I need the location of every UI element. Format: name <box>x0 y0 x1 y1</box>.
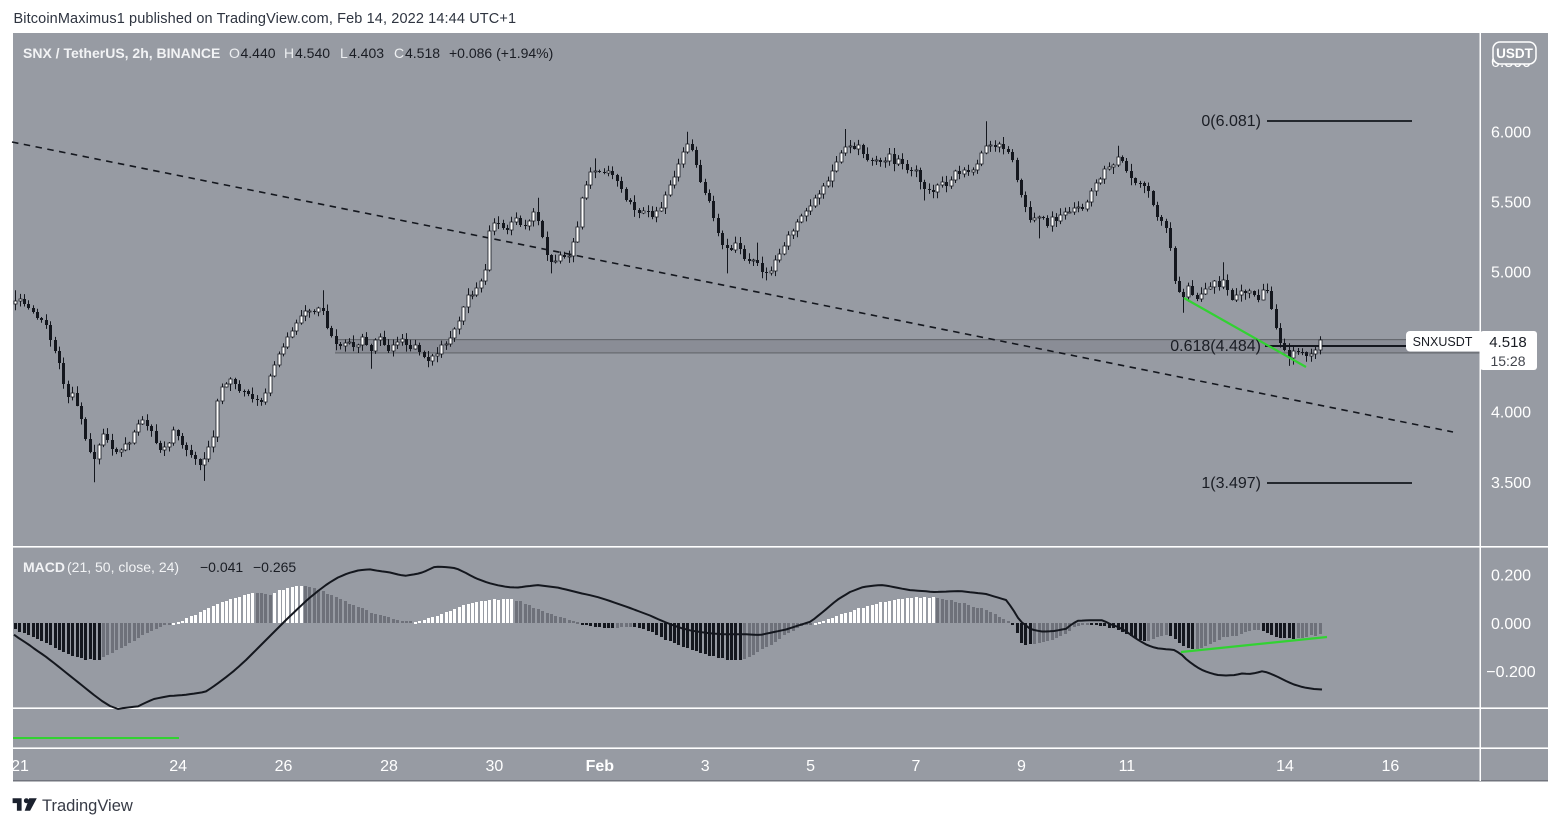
svg-text:SNX / TetherUS, 2h, BINANCE: SNX / TetherUS, 2h, BINANCE <box>23 45 220 61</box>
svg-text:−0.200: −0.200 <box>1486 664 1535 681</box>
svg-text:26: 26 <box>275 758 293 775</box>
svg-text:9: 9 <box>1017 758 1026 775</box>
svg-text:SNXUSDT: SNXUSDT <box>1413 335 1473 349</box>
svg-text:3.500: 3.500 <box>1491 475 1531 492</box>
svg-text:5.000: 5.000 <box>1491 265 1531 282</box>
svg-text:0(6.081): 0(6.081) <box>1201 113 1261 130</box>
svg-text:7: 7 <box>912 758 921 775</box>
svg-text:Feb: Feb <box>586 758 615 775</box>
svg-text:MACD: MACD <box>23 559 65 575</box>
svg-text:4.540: 4.540 <box>295 45 330 61</box>
svg-text:4.403: 4.403 <box>349 45 384 61</box>
svg-text:0.618(4.484): 0.618(4.484) <box>1170 338 1261 355</box>
svg-text:4.518: 4.518 <box>405 45 440 61</box>
svg-text:6.000: 6.000 <box>1491 124 1531 141</box>
svg-text:1(3.497): 1(3.497) <box>1201 475 1261 492</box>
svg-text:24: 24 <box>169 758 187 775</box>
svg-text:H: H <box>284 45 294 61</box>
svg-text:0.200: 0.200 <box>1491 568 1531 585</box>
svg-text:(21, 50, close, 24): (21, 50, close, 24) <box>67 559 179 575</box>
svg-text:5.500: 5.500 <box>1491 194 1531 211</box>
svg-text:30: 30 <box>486 758 504 775</box>
svg-text:5: 5 <box>806 758 815 775</box>
svg-text:15:28: 15:28 <box>1490 353 1525 369</box>
svg-text:11: 11 <box>1119 758 1136 775</box>
svg-text:4.518: 4.518 <box>1489 334 1527 351</box>
svg-text:L: L <box>340 45 348 61</box>
svg-text:4.000: 4.000 <box>1491 405 1531 422</box>
svg-text:C: C <box>394 45 404 61</box>
svg-text:0.000: 0.000 <box>1491 616 1531 633</box>
svg-text:USDT: USDT <box>1496 46 1534 61</box>
svg-text:4.440: 4.440 <box>241 45 276 61</box>
svg-text:16: 16 <box>1382 758 1400 775</box>
svg-text:28: 28 <box>380 758 398 775</box>
svg-text:21: 21 <box>11 758 29 775</box>
svg-text:+0.086 (+1.94%): +0.086 (+1.94%) <box>449 45 553 61</box>
svg-text:−0.265: −0.265 <box>253 559 296 575</box>
svg-text:TradingView: TradingView <box>42 797 133 815</box>
svg-text:14: 14 <box>1276 758 1294 775</box>
svg-text:−0.041: −0.041 <box>200 559 243 575</box>
svg-text:O: O <box>229 45 240 61</box>
svg-text:BitcoinMaximus1 published on T: BitcoinMaximus1 published on TradingView… <box>14 11 517 27</box>
svg-text:3: 3 <box>701 758 710 775</box>
